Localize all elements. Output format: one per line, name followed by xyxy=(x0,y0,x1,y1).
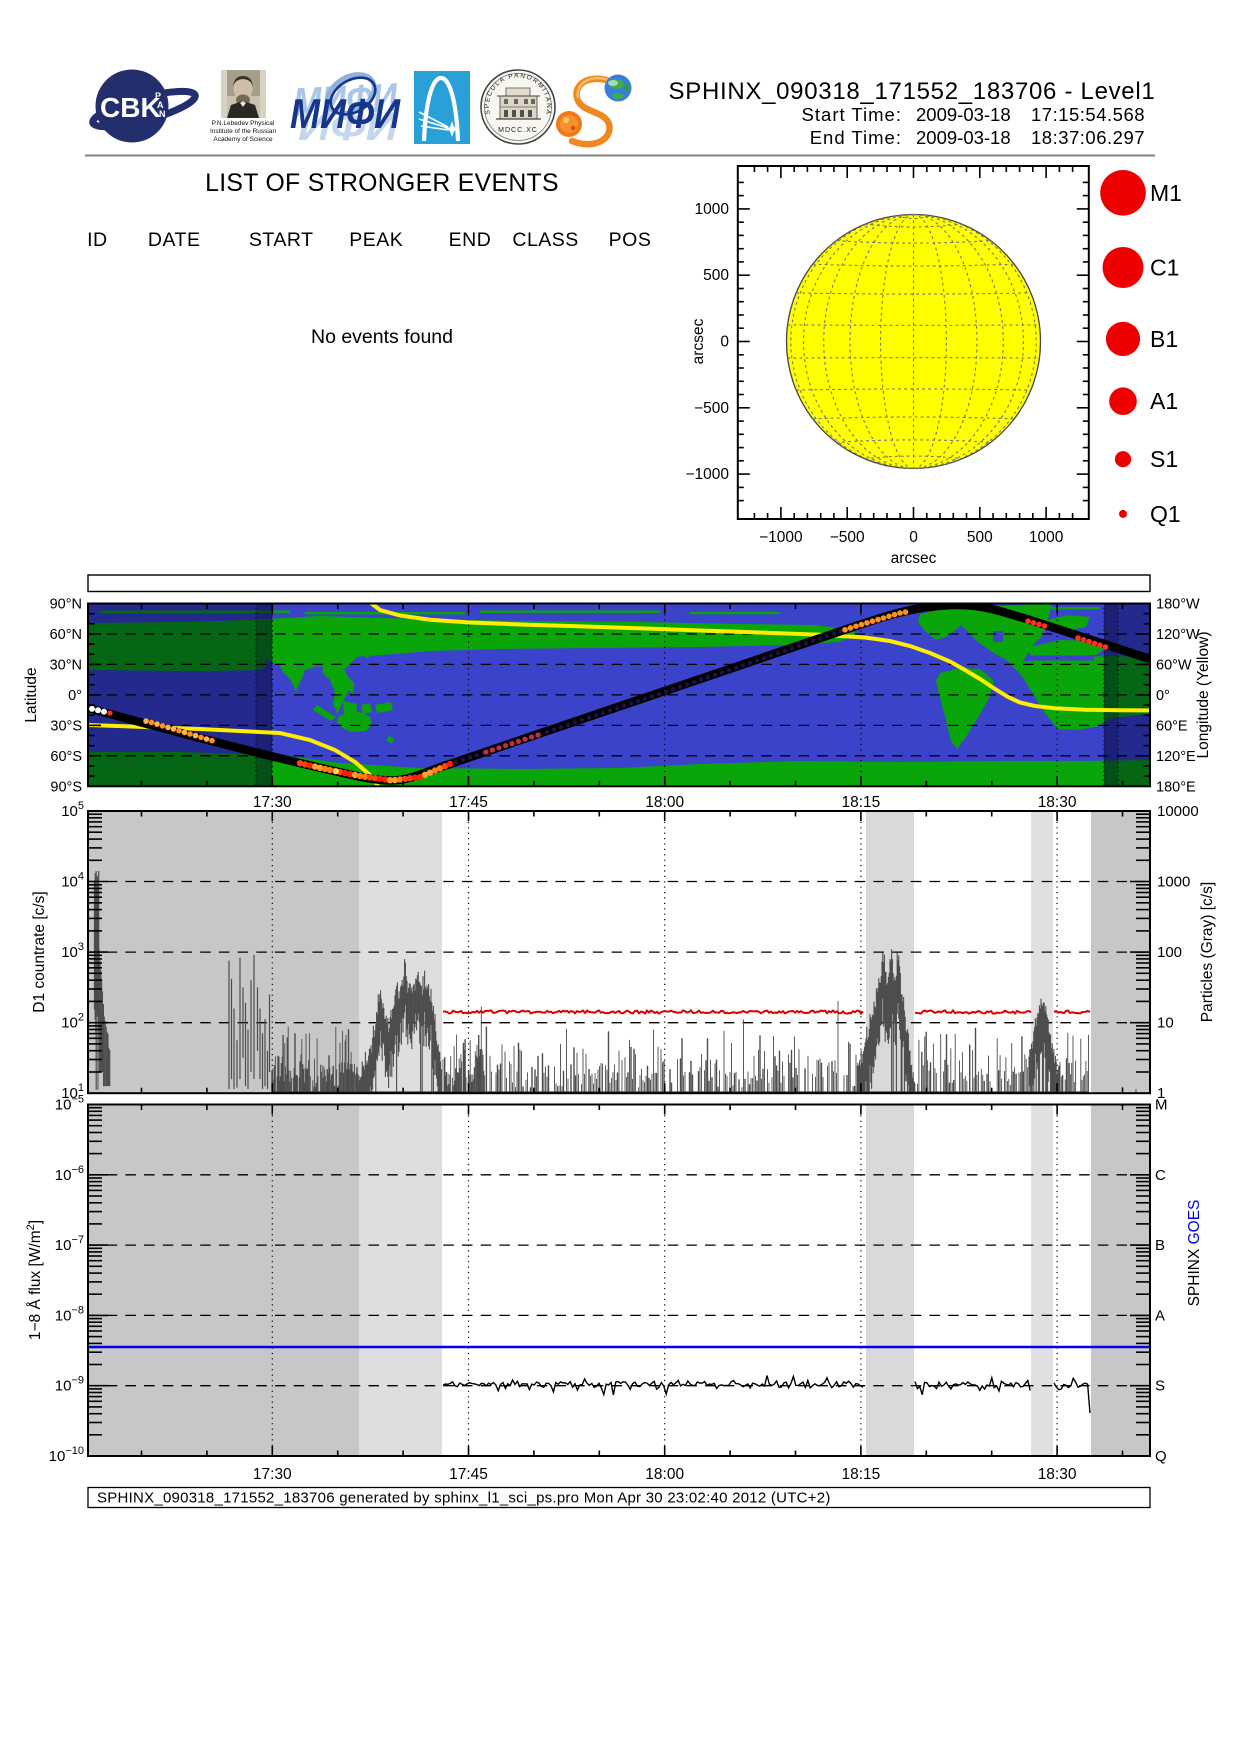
svg-text:S1: S1 xyxy=(1150,446,1178,472)
svg-text:C: C xyxy=(1155,1167,1166,1184)
svg-text:SPHINX_090318_171552_183706 -: SPHINX_090318_171552_183706 - Level1 xyxy=(669,78,1156,105)
svg-text:1000: 1000 xyxy=(695,201,730,218)
svg-text:100: 100 xyxy=(1157,944,1182,961)
svg-text:C1: C1 xyxy=(1150,255,1179,281)
svg-text:arcsec: arcsec xyxy=(690,318,707,364)
svg-text:60°E: 60°E xyxy=(1156,718,1188,734)
svg-text:D1 countrate [c/s]: D1 countrate [c/s] xyxy=(31,891,48,1012)
svg-text:17:30: 17:30 xyxy=(253,794,292,811)
svg-text:CLASS: CLASS xyxy=(512,229,578,251)
svg-text:−500: −500 xyxy=(830,529,865,546)
svg-text:2009-03-18: 2009-03-18 xyxy=(916,104,1011,125)
svg-text:Particles (Gray) [c/s]: Particles (Gray) [c/s] xyxy=(1199,882,1216,1022)
svg-text:No events found: No events found xyxy=(311,326,453,348)
svg-text:P: P xyxy=(155,91,161,101)
svg-text:10000: 10000 xyxy=(1157,803,1199,820)
svg-text:180°E: 180°E xyxy=(1156,779,1196,795)
svg-text:18:30: 18:30 xyxy=(1038,1466,1077,1483)
svg-text:Q: Q xyxy=(1155,1448,1167,1465)
svg-text:Latitude: Latitude xyxy=(23,667,40,722)
svg-text:10: 10 xyxy=(1157,1015,1174,1032)
svg-text:0: 0 xyxy=(720,334,729,351)
svg-text:A: A xyxy=(1155,1307,1165,1324)
svg-text:17:15:54.568: 17:15:54.568 xyxy=(1031,104,1145,125)
svg-text:0°: 0° xyxy=(68,688,82,704)
svg-text:120°W: 120°W xyxy=(1156,627,1200,643)
svg-text:ID: ID xyxy=(87,229,108,251)
svg-text:18:30: 18:30 xyxy=(1038,794,1077,811)
svg-text:N: N xyxy=(159,109,166,119)
svg-text:18:00: 18:00 xyxy=(645,1466,684,1483)
svg-text:LIST OF STRONGER EVENTS: LIST OF STRONGER EVENTS xyxy=(205,170,559,197)
svg-text:Start Time:: Start Time: xyxy=(802,104,902,125)
svg-text:60°W: 60°W xyxy=(1156,657,1192,673)
svg-text:Academy of Science: Academy of Science xyxy=(213,136,273,143)
svg-text:180°W: 180°W xyxy=(1156,597,1200,613)
svg-text:1000: 1000 xyxy=(1029,529,1064,546)
svg-text:−1000: −1000 xyxy=(685,466,729,483)
svg-text:0°: 0° xyxy=(1156,688,1170,704)
svg-text:МИФИ: МИФИ xyxy=(292,76,399,125)
svg-text:A1: A1 xyxy=(1150,388,1178,414)
svg-text:arcsec: arcsec xyxy=(891,550,937,567)
svg-text:−500: −500 xyxy=(694,400,729,417)
svg-text:1−8 Å flux [W/m2]: 1−8 Å flux [W/m2] xyxy=(25,1220,44,1340)
svg-text:P.N.Lebedev Physical: P.N.Lebedev Physical xyxy=(212,120,275,127)
svg-text:18:15: 18:15 xyxy=(842,794,881,811)
svg-text:B: B xyxy=(1155,1237,1165,1254)
svg-text:500: 500 xyxy=(703,267,729,284)
svg-text:500: 500 xyxy=(967,529,993,546)
svg-text:17:30: 17:30 xyxy=(253,1466,292,1483)
svg-text:M1: M1 xyxy=(1150,180,1182,206)
svg-text:0: 0 xyxy=(909,529,918,546)
svg-text:60°N: 60°N xyxy=(50,627,82,643)
svg-text:90°N: 90°N xyxy=(50,597,82,613)
svg-text:START: START xyxy=(249,229,314,251)
svg-text:60°S: 60°S xyxy=(50,749,82,765)
svg-text:1000: 1000 xyxy=(1157,874,1190,891)
svg-text:2009-03-18: 2009-03-18 xyxy=(916,127,1011,148)
svg-text:17:45: 17:45 xyxy=(449,1466,488,1483)
svg-text:M: M xyxy=(1155,1097,1168,1114)
svg-text:18:00: 18:00 xyxy=(645,794,684,811)
svg-text:1: 1 xyxy=(1157,1085,1165,1102)
svg-text:90°S: 90°S xyxy=(50,779,82,795)
svg-text:End Time:: End Time: xyxy=(810,127,902,148)
svg-text:Q1: Q1 xyxy=(1150,501,1181,527)
svg-text:SPHINX GOES: SPHINX GOES xyxy=(1186,1200,1203,1307)
svg-text:A: A xyxy=(157,100,164,110)
svg-text:SPHINX_090318_171552_183706 ge: SPHINX_090318_171552_183706 generated by… xyxy=(97,1490,831,1507)
svg-text:18:15: 18:15 xyxy=(842,1466,881,1483)
svg-text:18:37:06.297: 18:37:06.297 xyxy=(1031,127,1145,148)
svg-text:Institute of the Russian: Institute of the Russian xyxy=(210,128,277,135)
svg-text:PEAK: PEAK xyxy=(349,229,403,251)
svg-text:B1: B1 xyxy=(1150,326,1178,352)
svg-text:120°E: 120°E xyxy=(1156,749,1196,765)
svg-text:CBK: CBK xyxy=(100,92,161,123)
svg-text:S: S xyxy=(1155,1378,1165,1395)
svg-text:Longitude (Yellow): Longitude (Yellow) xyxy=(1195,632,1212,759)
svg-text:POS: POS xyxy=(609,229,652,251)
svg-text:END: END xyxy=(449,229,492,251)
svg-text:17:45: 17:45 xyxy=(449,794,488,811)
svg-text:−1000: −1000 xyxy=(759,529,803,546)
svg-text:DATE: DATE xyxy=(148,229,201,251)
svg-text:30°N: 30°N xyxy=(50,657,82,673)
svg-text:MDCC.XC: MDCC.XC xyxy=(498,127,538,134)
svg-text:30°S: 30°S xyxy=(50,718,82,734)
